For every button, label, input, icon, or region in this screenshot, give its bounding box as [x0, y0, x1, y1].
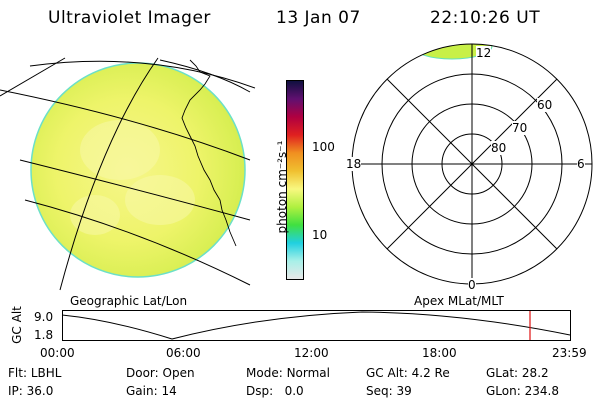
colorbar: [286, 80, 304, 280]
mlt-label-18: 18: [346, 157, 362, 171]
colorbar-tick-100: 100: [312, 140, 335, 154]
polar-label: Apex MLat/MLT: [414, 294, 504, 308]
grid-lines: [0, 57, 256, 291]
colorbar-tick-10: 10: [312, 228, 328, 242]
lat-label-80: 80: [491, 141, 507, 155]
mlt-label-6: 6: [577, 157, 585, 171]
info-dsp: Dsp: 0.0: [246, 384, 304, 398]
info-glat: GLat: 28.2: [486, 366, 549, 380]
app-title: Ultraviolet Imager: [48, 8, 211, 28]
globe-label: Geographic Lat/Lon: [70, 294, 188, 308]
mlt-label-12: 12: [476, 46, 492, 60]
alt-ytick-max: 9.0: [34, 310, 54, 324]
header-date: 13 Jan 07: [276, 8, 361, 28]
altitude-curve: [61, 311, 571, 340]
colorbar-unit-label: photon cm⁻²s⁻¹: [275, 140, 289, 234]
header-time: 22:10:26 UT: [430, 8, 541, 28]
globe-image: [0, 57, 256, 291]
polar-plot: [351, 43, 593, 285]
info-ip: IP: 36.0: [8, 384, 54, 398]
info-flt: Flt: LBHL: [8, 366, 62, 380]
mlt-label-0: 0: [468, 278, 476, 292]
lat-label-70: 70: [512, 121, 528, 135]
info-mode: Mode: Normal: [246, 366, 330, 380]
info-glon: GLon: 234.8: [486, 384, 559, 398]
alt-ytick-min: 1.8: [34, 328, 54, 342]
info-gain: Gain: 14: [126, 384, 177, 398]
altitude-frame: [62, 310, 571, 341]
info-gc-alt: GC Alt: 4.2 Re: [366, 366, 450, 380]
altitude-plot: [61, 310, 571, 341]
coastline: [181, 59, 237, 247]
alt-xtick-3: 18:00: [422, 346, 457, 360]
lat-label-60: 60: [537, 98, 553, 112]
info-seq: Seq: 39: [366, 384, 412, 398]
alt-xtick-2: 12:00: [294, 346, 329, 360]
alt-xtick-4: 23:59: [552, 346, 587, 360]
alt-ylabel: GC Alt: [10, 306, 24, 344]
alt-xtick-1: 06:00: [166, 346, 201, 360]
info-door: Door: Open: [126, 366, 195, 380]
alt-xtick-0: 00:00: [40, 346, 75, 360]
